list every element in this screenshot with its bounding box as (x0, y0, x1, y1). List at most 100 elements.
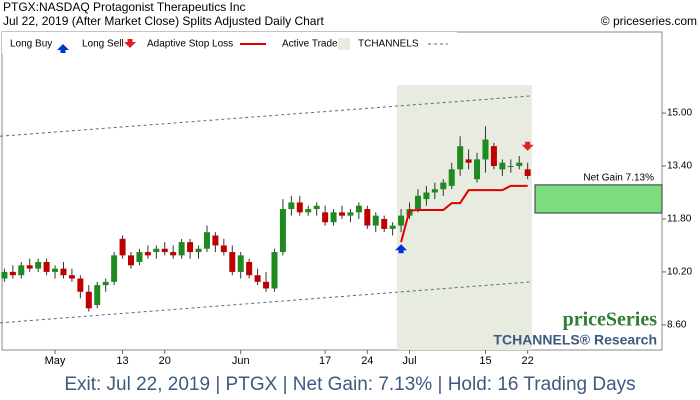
x-tick-label: Jul (402, 355, 416, 367)
candle-body (246, 261, 253, 276)
candle-body (322, 212, 329, 223)
candle-body (347, 212, 354, 216)
candle-body (482, 139, 489, 160)
candle-body (35, 261, 42, 269)
candle-body (136, 252, 143, 262)
chart-title: PTGX:NASDAQ Protagonist Therapeutics Inc (3, 0, 246, 14)
candle-body (237, 255, 244, 272)
x-tick-label: Jun (232, 355, 250, 367)
y-tick-label: 15.00 (667, 108, 692, 119)
watermark-sub: TCHANNELS® Research (493, 332, 657, 348)
candle-body (111, 255, 118, 282)
channel-lower (0, 281, 532, 324)
candle-body (161, 248, 168, 253)
x-tick-label: 24 (361, 355, 373, 367)
candle-body (440, 182, 447, 190)
candle-body (507, 166, 514, 168)
candle-body (524, 169, 531, 176)
legend-label: Long Sell (82, 39, 124, 50)
candle-body (457, 146, 464, 170)
candle-body (516, 162, 523, 167)
candle-body (364, 209, 371, 226)
candle-body (212, 235, 219, 246)
candle-body (372, 215, 379, 226)
candle-body (398, 215, 405, 226)
candle-body (144, 252, 151, 256)
sell-arrow (521, 141, 534, 151)
x-tick-label: 15 (479, 355, 491, 367)
buy-arrow (395, 244, 408, 254)
candle-body (389, 225, 396, 229)
candle-body (85, 291, 92, 309)
legend-label: Active Trade (282, 39, 338, 50)
watermark: priceSeries (563, 309, 658, 331)
candle-body (102, 281, 109, 286)
candle-body (18, 265, 25, 276)
x-tick-label: May (45, 355, 66, 367)
x-tick-label: 17 (319, 355, 331, 367)
x-tick-label: 22 (522, 355, 534, 367)
candle-body (26, 265, 33, 269)
candle-body (490, 146, 497, 167)
active-trade-shade (396, 85, 532, 350)
y-tick-label: 10.20 (667, 267, 692, 278)
candle-body (448, 169, 455, 186)
candle-body (43, 261, 50, 272)
candle-body (465, 159, 472, 163)
candle-body (423, 192, 430, 200)
y-tick-label: 11.80 (667, 214, 692, 225)
y-tick-label: 13.40 (667, 161, 692, 172)
channel-upper (0, 95, 532, 137)
y-tick-label: 8.60 (667, 319, 687, 330)
candle-body (195, 248, 202, 253)
legend-buy (57, 44, 69, 53)
x-tick-label: 13 (116, 355, 128, 367)
candle-body (431, 189, 438, 193)
candle-body (263, 281, 270, 289)
candle-body (381, 218, 388, 229)
credit: © priceseries.com (601, 14, 697, 28)
gain-label: Net Gain 7.13% (583, 173, 654, 184)
candle-body (305, 209, 312, 213)
candle-body (254, 275, 261, 282)
x-tick-label: 20 (159, 355, 171, 367)
candle-body (220, 245, 227, 253)
candle-body (170, 252, 177, 256)
candle-body (355, 205, 362, 213)
candle-body (153, 248, 160, 253)
legend-label: Long Buy (10, 39, 52, 50)
candle-body (68, 275, 75, 279)
candle-body (203, 232, 210, 249)
candle-body (77, 278, 84, 292)
candle-body (1, 271, 8, 279)
candle-body (339, 212, 345, 216)
candle-body (271, 252, 278, 289)
candle-body (119, 238, 126, 256)
footer: Exit: Jul 22, 2019 | PTGX | Net Gain: 7.… (64, 374, 635, 395)
candle-body (279, 209, 286, 253)
stop-loss-line (400, 184, 528, 243)
candle-body (474, 159, 481, 180)
candle-body (288, 202, 295, 210)
candle-body (52, 268, 59, 272)
candle-body (414, 195, 421, 210)
legend-label: Adaptive Stop Loss (147, 39, 233, 50)
candle-body (94, 285, 101, 305)
legend-label: TCHANNELS (358, 39, 419, 50)
footer-band (0, 370, 700, 400)
chart-subtitle: Jul 22, 2019 (After Market Close) Splits… (3, 14, 324, 28)
candle-body (499, 162, 506, 170)
candle-body (313, 205, 320, 210)
candle-body (128, 255, 134, 266)
legend-sell (124, 39, 136, 48)
candle-body (187, 242, 194, 253)
candle-body (9, 271, 16, 276)
candle-body (60, 268, 67, 276)
legend-shade (338, 38, 350, 50)
candle-body (229, 252, 236, 272)
candle-body (330, 212, 337, 223)
candle-body (296, 202, 303, 213)
gain-box (534, 184, 663, 214)
